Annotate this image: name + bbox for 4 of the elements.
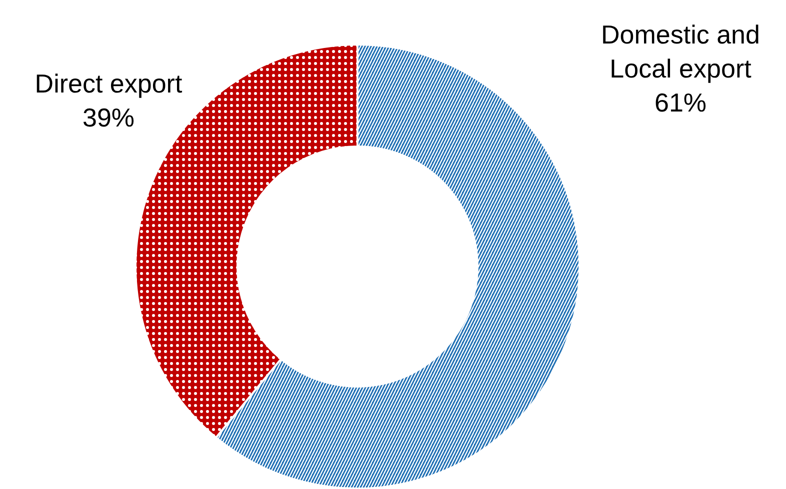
data-label: 61% bbox=[654, 88, 707, 118]
data-label: 39% bbox=[82, 102, 135, 132]
slice-label: Domestic and Local export bbox=[601, 20, 760, 84]
slice-label: Direct export bbox=[34, 68, 183, 98]
